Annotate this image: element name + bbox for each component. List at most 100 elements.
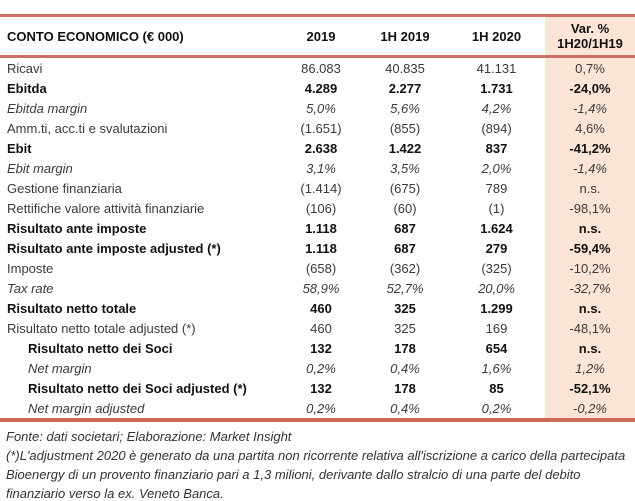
row-label: Risultato ante imposte adjusted (*): [7, 240, 221, 256]
cell-2019: 0,2%: [306, 360, 336, 376]
cell-2019: 1.118: [305, 220, 337, 236]
row-label: Risultato netto dei Soci adjusted (*): [28, 380, 247, 396]
cell-1h2020: 1.299: [480, 300, 513, 316]
cell-var-pct: 1,2%: [545, 358, 635, 378]
cell-1h2019: 40.835: [385, 60, 425, 76]
cell-1h2020: 169: [485, 320, 508, 336]
table-row: Ebitda margin 5,0% 5,6% 4,2% -1,4%: [0, 98, 635, 118]
cell-2019: 3,1%: [306, 160, 336, 176]
table-row: Ebitda 4.289 2.277 1.731 -24,0%: [0, 78, 635, 98]
table-row: Risultato netto dei Soci 132 178 654 n.s.: [0, 338, 635, 358]
row-label: Amm.ti, acc.ti e svalutazioni: [7, 120, 168, 136]
cell-var-pct: -41,2%: [545, 138, 635, 158]
cell-1h2019: 687: [394, 220, 416, 236]
cell-1h2020: 1.624: [480, 220, 513, 236]
column-header-1h2020: 1H 2020: [448, 15, 545, 58]
table-row: Risultato ante imposte adjusted (*) 1.118…: [0, 238, 635, 258]
cell-1h2020: 837: [485, 140, 508, 156]
table-row: Ricavi 86.083 40.835 41.131 0,7%: [0, 56, 635, 78]
table-row: Risultato netto totale adjusted (*) 460 32…: [0, 318, 635, 338]
cell-1h2019: (675): [389, 180, 421, 196]
cell-1h2019: 178: [394, 340, 416, 356]
row-label: Net margin: [28, 360, 92, 376]
cell-1h2020: 2,0%: [481, 160, 512, 176]
cell-2019: 460: [310, 320, 332, 336]
table-header: CONTO ECONOMICO (€ 000) 2019 1H 2019 1H …: [0, 15, 635, 58]
cell-2019: 132: [310, 340, 332, 356]
footnotes: Fonte: dati societari; Elaborazione: Mar…: [0, 427, 635, 501]
cell-1h2020: 1,6%: [481, 360, 512, 376]
table-row: Risultato netto dei Soci adjusted (*) 132…: [0, 378, 635, 398]
cell-1h2020: 4,2%: [481, 100, 512, 116]
cell-1h2020: (325): [481, 260, 512, 276]
cell-1h2019: 325: [394, 320, 416, 336]
cell-1h2020: 41.131: [476, 60, 517, 76]
row-label: Ebit: [7, 140, 32, 156]
cell-var-pct: -59,4%: [545, 238, 635, 258]
row-label: Rettifiche valore attività finanziarie: [7, 200, 205, 216]
table-row: Ebit margin 3,1% 3,5% 2,0% -1,4%: [0, 158, 635, 178]
column-header-var-pct: Var. % 1H20/1H19: [545, 15, 635, 58]
cell-var-pct: -1,4%: [545, 98, 635, 118]
cell-1h2019: 325: [394, 300, 416, 316]
cell-var-pct: -32,7%: [545, 278, 635, 298]
cell-1h2019: 178: [394, 380, 416, 396]
cell-var-pct: n.s.: [545, 218, 635, 238]
cell-2019: (106): [305, 200, 337, 216]
cell-1h2019: 687: [394, 240, 416, 256]
cell-var-pct: n.s.: [545, 178, 635, 198]
cell-var-pct: -98,1%: [545, 198, 635, 218]
row-label: Risultato netto totale adjusted (*): [7, 320, 196, 336]
cell-2019: 0,2%: [280, 398, 362, 422]
cell-1h2020: 20,0%: [478, 280, 515, 296]
table-row: Net margin 0,2% 0,4% 1,6% 1,2%: [0, 358, 635, 378]
cell-1h2019: (855): [389, 120, 421, 136]
row-label: Tax rate: [7, 280, 54, 296]
cell-var-pct: -24,0%: [545, 78, 635, 98]
cell-1h2020: 279: [485, 240, 508, 256]
cell-1h2020: 789: [485, 180, 508, 196]
income-statement-table: CONTO ECONOMICO (€ 000) 2019 1H 2019 1H …: [0, 14, 635, 422]
cell-1h2019: 5,6%: [390, 100, 420, 116]
table-row: Rettifiche valore attività finanziarie (1…: [0, 198, 635, 218]
row-label: Ebitda: [7, 80, 47, 96]
row-label: Ricavi: [7, 60, 43, 76]
cell-2019: 5,0%: [306, 100, 336, 116]
table-row: Risultato netto totale 460 325 1.299 n.s.: [0, 298, 635, 318]
source-note: Fonte: dati societari; Elaborazione: Mar…: [6, 429, 292, 444]
cell-var-pct: -52,1%: [545, 378, 635, 398]
table-row: Tax rate 58,9% 52,7% 20,0% -32,7%: [0, 278, 635, 298]
cell-1h2020: (894): [481, 120, 512, 136]
row-label: Ebitda margin: [7, 100, 88, 116]
cell-2019: 58,9%: [302, 280, 340, 296]
var-header-line1: Var. %: [570, 21, 610, 36]
var-header-line2: 1H20/1H19: [557, 36, 623, 51]
table-row: Risultato ante imposte 1.118 687 1.624 n.s.: [0, 218, 635, 238]
table-row: Gestione finanziaria (1.414) (675) 789 n.s.: [0, 178, 635, 198]
table-body: Ricavi 86.083 40.835 41.131 0,7% Ebitda 4.289 2…: [0, 56, 635, 422]
table-row: Amm.ti, acc.ti e svalutazioni (1.651) (855…: [0, 118, 635, 138]
cell-2019: (1.651): [300, 120, 342, 136]
row-label: Risultato netto totale: [7, 300, 137, 316]
cell-2019: (658): [305, 260, 337, 276]
cell-2019: 460: [310, 300, 332, 316]
table-row: Net margin adjusted 0,2% 0,4% 0,2% -0,2%: [0, 398, 635, 422]
cell-var-pct: 0,7%: [545, 56, 635, 78]
cell-1h2019: (60): [393, 200, 417, 216]
cell-2019: 4.289: [304, 80, 338, 96]
cell-1h2019: 52,7%: [386, 280, 424, 296]
row-label: Risultato netto dei Soci: [28, 340, 173, 356]
cell-1h2019: 0,4%: [362, 398, 448, 422]
cell-var-pct: 4,6%: [545, 118, 635, 138]
cell-1h2020: 0,2%: [448, 398, 545, 422]
table-title: CONTO ECONOMICO (€ 000): [0, 15, 280, 58]
cell-1h2019: 1.422: [388, 140, 422, 156]
cell-2019: 2.638: [304, 140, 338, 156]
cell-var-pct: -10,2%: [545, 258, 635, 278]
table-row: Imposte (658) (362) (325) -10,2%: [0, 258, 635, 278]
cell-var-pct: -48,1%: [545, 318, 635, 338]
cell-1h2019: 3,5%: [390, 160, 420, 176]
cell-var-pct: -1,4%: [545, 158, 635, 178]
cell-1h2019: 0,4%: [390, 360, 420, 376]
